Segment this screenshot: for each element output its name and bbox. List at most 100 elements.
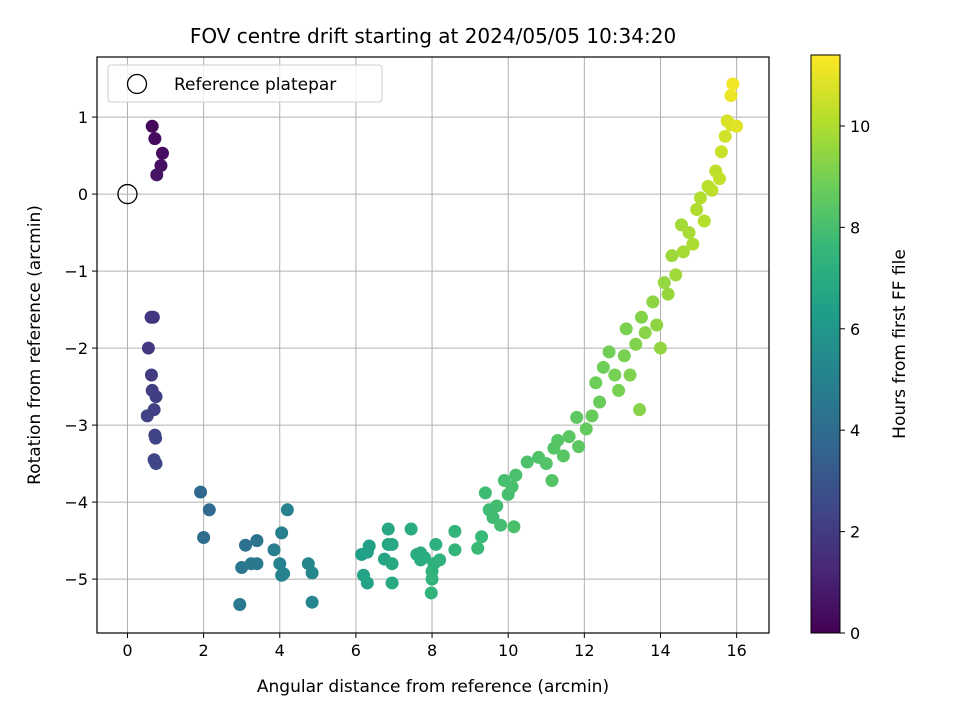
data-point [475,530,489,544]
data-point [238,538,252,552]
x-axis-ticks: 0 2 4 6 8 10 12 14 16 [122,633,747,660]
legend-marker-reference [126,73,148,95]
data-point [556,449,570,463]
data-point [267,543,281,557]
data-point [144,368,158,382]
reference-point-marker [117,183,138,205]
data-point [505,480,519,494]
chart-title: FOV centre drift starting at 2024/05/05 … [190,24,676,48]
legend: Reference platepar [107,64,383,103]
data-point [602,345,616,359]
data-point [650,318,664,332]
x-tick-label: 4 [275,641,285,660]
y-axis-label: Rotation from reference (arcmin) [25,205,45,485]
data-point [633,403,647,417]
data-point [494,518,508,532]
data-point [585,409,599,423]
data-point [233,598,247,612]
data-point [545,474,559,488]
data-point [572,440,586,454]
data-point [250,534,264,548]
data-point [385,576,399,590]
x-tick-label: 16 [726,641,746,660]
data-point [197,531,211,545]
data-point [629,337,643,351]
data-point [425,572,439,586]
y-tick-label: −5 [64,570,88,589]
data-point [686,237,700,251]
data-point [539,457,553,471]
data-point [638,326,652,340]
data-point [623,368,637,382]
data-point [665,249,679,263]
data-point [149,390,163,404]
data-point [404,522,418,536]
y-tick-label: −3 [64,416,88,435]
colorbar-tick-label: 4 [850,421,860,440]
data-point [657,276,671,290]
y-tick-label: −4 [64,493,88,512]
data-point [520,455,534,469]
data-point [726,77,740,91]
x-tick-label: 8 [427,641,437,660]
data-point [448,524,462,538]
colorbar-gradient [810,54,841,634]
data-point [385,537,399,551]
data-point [509,468,523,482]
data-point [718,129,732,143]
data-point [490,499,504,513]
data-point [714,145,728,159]
data-point [612,383,626,397]
data-point [277,567,291,581]
data-point [362,539,376,553]
data-point [273,557,287,571]
data-point [617,349,631,363]
data-point [693,191,707,205]
data-point [424,586,438,600]
colorbar-tick-label: 0 [850,624,860,643]
x-tick-label: 10 [498,641,518,660]
data-point [724,89,738,103]
data-point [202,503,216,517]
x-tick-label: 6 [351,641,361,660]
data-point [194,485,208,499]
data-point [730,119,744,133]
data-point [149,457,163,471]
data-point [579,422,593,436]
data-point [141,341,155,355]
data-point [429,537,443,551]
colorbar-tick-label: 6 [850,320,860,339]
colorbar-tick-label: 10 [850,117,870,136]
data-point [570,410,584,424]
y-tick-label: 1 [78,108,88,127]
data-point [551,433,565,447]
data-point [146,310,160,324]
data-point [155,146,169,160]
data-point [593,395,607,409]
data-point [478,486,492,500]
data-point [589,376,603,390]
data-point [690,202,704,216]
x-tick-label: 2 [199,641,209,660]
data-point [250,557,264,571]
data-point [676,245,690,259]
colorbar-label: Hours from first FF file [890,249,910,439]
data-point [280,503,294,517]
legend-box [107,64,383,103]
legend-label-reference: Reference platepar [174,75,336,95]
colorbar: 0 2 4 6 8 10 Hours from first FF file [810,54,910,643]
x-tick-label: 12 [574,641,594,660]
data-point [275,526,289,540]
data-point [661,287,675,301]
colorbar-tick-label: 2 [850,523,860,542]
data-point [507,520,521,534]
y-tick-label: −1 [64,262,88,281]
y-tick-label: 0 [78,185,88,204]
data-point [433,553,447,567]
data-point [619,322,633,336]
data-point [140,409,154,423]
x-axis-label: Angular distance from reference (arcmin) [257,677,609,697]
data-point [562,430,576,444]
data-point [150,168,164,182]
